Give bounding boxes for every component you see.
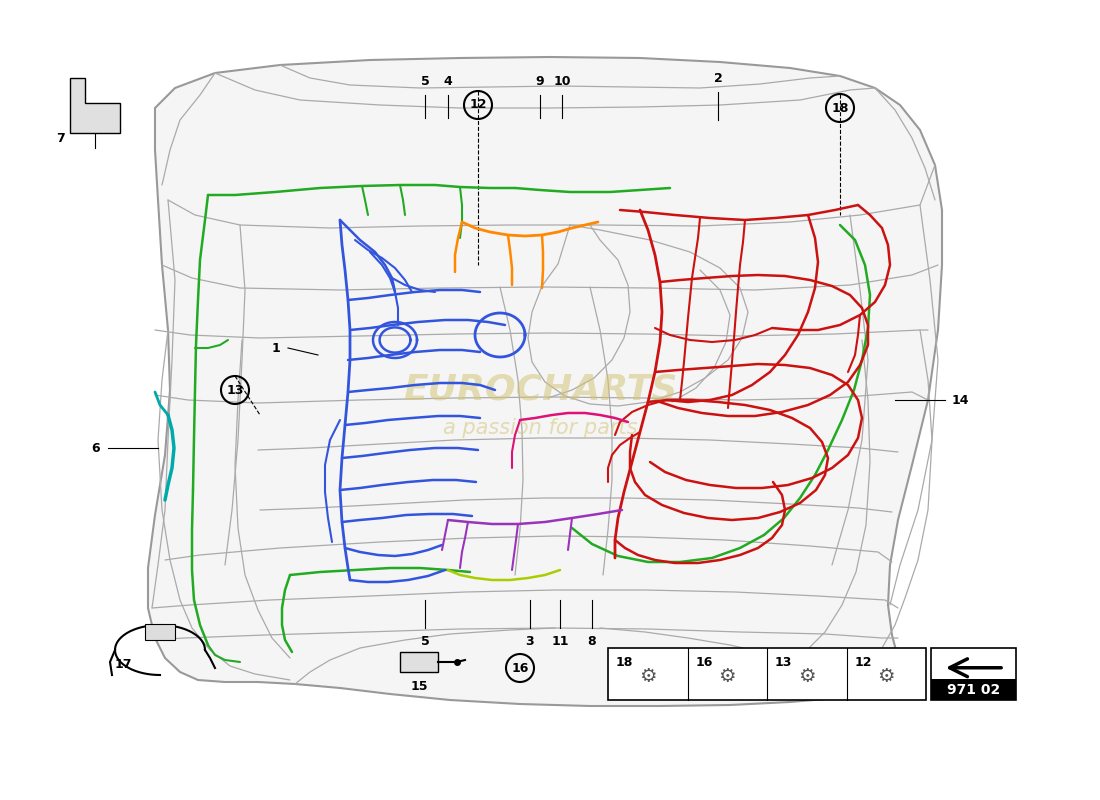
Text: 18: 18: [832, 102, 849, 114]
Text: 12: 12: [855, 656, 872, 669]
Text: 13: 13: [776, 656, 792, 669]
Bar: [931, 648, 1016, 700]
Text: 10: 10: [553, 75, 571, 88]
Text: 2: 2: [714, 72, 723, 85]
Bar: [608, 648, 926, 700]
Text: 3: 3: [526, 635, 535, 648]
Bar: [145, 624, 175, 640]
Text: ⚙: ⚙: [878, 666, 895, 686]
Polygon shape: [70, 78, 120, 133]
Text: 5: 5: [420, 635, 429, 648]
Text: 16: 16: [695, 656, 713, 669]
Text: EUROCHARTS: EUROCHARTS: [403, 373, 678, 407]
Text: 1: 1: [272, 342, 280, 354]
Text: 9: 9: [536, 75, 544, 88]
Text: 4: 4: [443, 75, 452, 88]
Text: 11: 11: [551, 635, 569, 648]
Text: ⚙: ⚙: [718, 666, 736, 686]
Text: a passion for parts: a passion for parts: [442, 418, 637, 438]
Text: 16: 16: [512, 662, 529, 674]
Text: 12: 12: [470, 98, 486, 111]
Text: 15: 15: [410, 680, 428, 693]
Text: 7: 7: [56, 131, 65, 145]
Text: 13: 13: [227, 383, 244, 397]
Text: 6: 6: [91, 442, 100, 454]
Polygon shape: [148, 57, 942, 706]
Text: ⚙: ⚙: [639, 666, 657, 686]
Bar: [931, 679, 1016, 700]
Text: 14: 14: [952, 394, 969, 406]
Text: 18: 18: [616, 656, 634, 669]
Text: ⚙: ⚙: [798, 666, 815, 686]
Text: 8: 8: [587, 635, 596, 648]
Text: 971 02: 971 02: [947, 682, 1000, 697]
Bar: [400, 652, 438, 672]
Text: 17: 17: [114, 658, 132, 671]
Text: 5: 5: [420, 75, 429, 88]
